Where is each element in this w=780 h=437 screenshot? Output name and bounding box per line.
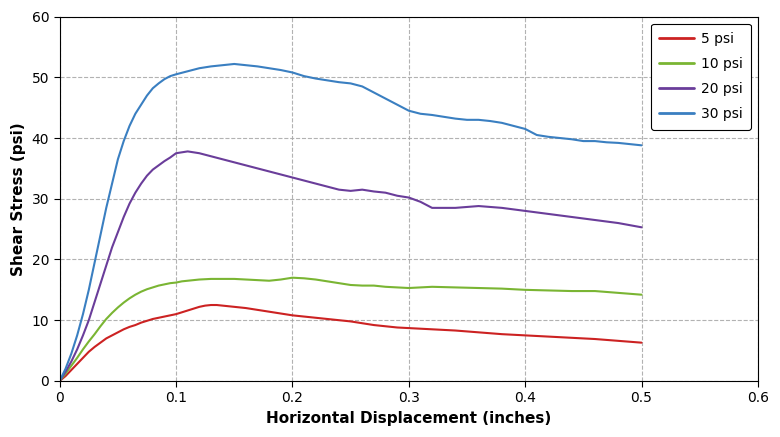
20 psi — [567, 215, 576, 220]
Line: 30 psi: 30 psi — [60, 64, 641, 381]
5 psi — [288, 313, 297, 318]
10 psi — [78, 347, 87, 352]
20 psi — [183, 149, 193, 154]
10 psi — [55, 378, 65, 384]
20 psi — [78, 333, 87, 338]
20 psi — [636, 225, 646, 230]
20 psi — [55, 378, 65, 384]
30 psi — [369, 90, 378, 95]
20 psi — [229, 160, 239, 165]
5 psi — [172, 312, 181, 317]
20 psi — [311, 181, 321, 186]
30 psi — [229, 61, 239, 66]
5 psi — [253, 307, 262, 312]
5 psi — [311, 315, 321, 320]
Legend: 5 psi, 10 psi, 20 psi, 30 psi: 5 psi, 10 psi, 20 psi, 30 psi — [651, 24, 751, 129]
10 psi — [276, 277, 285, 282]
30 psi — [55, 378, 65, 384]
Line: 5 psi: 5 psi — [60, 305, 641, 381]
30 psi — [136, 102, 146, 107]
20 psi — [160, 159, 169, 164]
5 psi — [61, 374, 70, 379]
20 psi — [335, 187, 344, 192]
30 psi — [323, 78, 332, 83]
Y-axis label: Shear Stress (psi): Shear Stress (psi) — [11, 122, 26, 276]
30 psi — [183, 69, 193, 74]
10 psi — [567, 288, 576, 294]
Line: 10 psi: 10 psi — [60, 277, 641, 381]
5 psi — [55, 378, 65, 384]
30 psi — [636, 143, 646, 148]
X-axis label: Horizontal Displacement (inches): Horizontal Displacement (inches) — [266, 411, 551, 426]
10 psi — [288, 275, 297, 280]
10 psi — [636, 292, 646, 297]
10 psi — [195, 277, 204, 282]
5 psi — [206, 302, 215, 308]
Line: 20 psi: 20 psi — [60, 151, 641, 381]
5 psi — [636, 340, 646, 345]
10 psi — [311, 277, 321, 282]
5 psi — [381, 324, 390, 329]
30 psi — [555, 135, 565, 141]
30 psi — [125, 123, 134, 128]
10 psi — [160, 282, 169, 287]
